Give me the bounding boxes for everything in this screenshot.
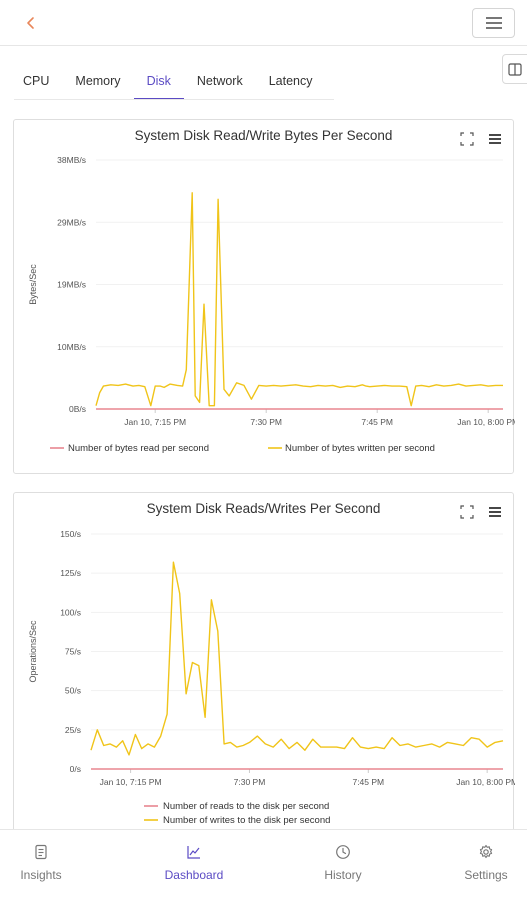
hamburger-icon	[489, 134, 501, 144]
nav-insights[interactable]: Insights	[14, 830, 68, 900]
tab-memory[interactable]: Memory	[75, 74, 121, 88]
tab-disk[interactable]: Disk	[133, 62, 185, 100]
expand-icon	[460, 505, 474, 519]
bottom-navigation: Insights Dashboard History Settings	[0, 829, 527, 900]
expand-icon	[460, 132, 474, 146]
y-tick-label: 10MB/s	[57, 342, 86, 352]
x-tick-label: Jan 10, 7:15 PM	[100, 777, 162, 787]
tab-cpu[interactable]: CPU	[23, 74, 50, 88]
x-tick-label: 7:30 PM	[250, 417, 282, 427]
hamburger-icon	[489, 507, 501, 517]
fullscreen-button[interactable]	[459, 131, 475, 147]
y-tick-label: 19MB/s	[57, 280, 86, 290]
chart-menu-button[interactable]	[487, 504, 503, 520]
nav-label: Settings	[464, 868, 508, 882]
legend-item[interactable]: Number of bytes written per second	[285, 443, 435, 454]
nav-history[interactable]: History	[314, 830, 372, 900]
y-tick-label: 0/s	[70, 764, 81, 774]
series-line-write	[95, 192, 503, 407]
chart-menu-button[interactable]	[487, 131, 503, 147]
tab-latency[interactable]: Latency	[268, 74, 313, 88]
menu-button[interactable]	[472, 8, 515, 38]
y-tick-label: 150/s	[60, 529, 81, 539]
gear-icon	[479, 844, 493, 859]
disk-ops-chart-card: System Disk Reads/Writes Per Second 0/s 2…	[13, 492, 515, 837]
y-tick-label: 0B/s	[69, 404, 86, 414]
x-tick-label: 7:45 PM	[361, 417, 393, 427]
nav-label: Dashboard	[164, 868, 224, 882]
tab-network[interactable]: Network	[196, 74, 243, 88]
tabs-divider	[14, 99, 334, 100]
back-button[interactable]	[18, 10, 44, 36]
top-bar	[0, 0, 527, 46]
clock-icon	[336, 845, 350, 859]
chart-title: System Disk Reads/Writes Per Second	[146, 501, 381, 516]
nav-settings[interactable]: Settings	[456, 830, 516, 900]
x-tick-label: Jan 10, 8:00 PM	[456, 777, 515, 787]
y-tick-label: 75/s	[65, 647, 81, 657]
y-tick-label: 100/s	[60, 607, 81, 617]
y-tick-label: 125/s	[60, 568, 81, 578]
disk-ops-chart: 0/s 25/s 50/s 75/s 100/s 125/s 150/s Operations…	[28, 529, 515, 826]
y-axis-label: Bytes/Sec	[28, 264, 38, 305]
y-tick-label: 29MB/s	[57, 217, 86, 227]
fullscreen-button[interactable]	[459, 504, 475, 520]
chart-title: System Disk Read/Write Bytes Per Second	[134, 128, 393, 143]
nav-dashboard[interactable]: Dashboard	[158, 830, 230, 900]
metric-tabs: CPU Memory Disk Network Latency	[10, 62, 326, 100]
legend-item[interactable]: Number of writes to the disk per second	[163, 815, 330, 826]
y-tick-label: 50/s	[65, 686, 81, 696]
nav-label: History	[324, 868, 362, 882]
nav-label: Insights	[20, 868, 62, 882]
chevron-left-icon	[27, 17, 34, 29]
series-line-write	[90, 561, 504, 756]
hamburger-icon	[485, 17, 502, 29]
x-tick-label: 7:30 PM	[234, 777, 266, 787]
document-icon	[35, 844, 47, 860]
disk-bytes-chart: 0B/s 10MB/s 19MB/s 29MB/s 38MB/s Bytes/Sec Jan…	[28, 155, 515, 454]
split-panel-icon	[508, 62, 522, 76]
y-tick-label: 38MB/s	[57, 155, 86, 165]
x-tick-label: Jan 10, 8:00 PM	[457, 417, 515, 427]
panel-toggle-button[interactable]	[502, 54, 527, 84]
y-axis-label: Operations/Sec	[28, 620, 38, 683]
x-tick-label: 7:45 PM	[352, 777, 384, 787]
disk-bytes-chart-card: System Disk Read/Write Bytes Per Second …	[13, 119, 515, 474]
line-chart-icon	[187, 846, 200, 859]
legend-item[interactable]: Number of reads to the disk per second	[163, 801, 329, 812]
y-tick-label: 25/s	[65, 725, 81, 735]
x-tick-label: Jan 10, 7:15 PM	[124, 417, 186, 427]
legend-item[interactable]: Number of bytes read per second	[68, 443, 209, 454]
